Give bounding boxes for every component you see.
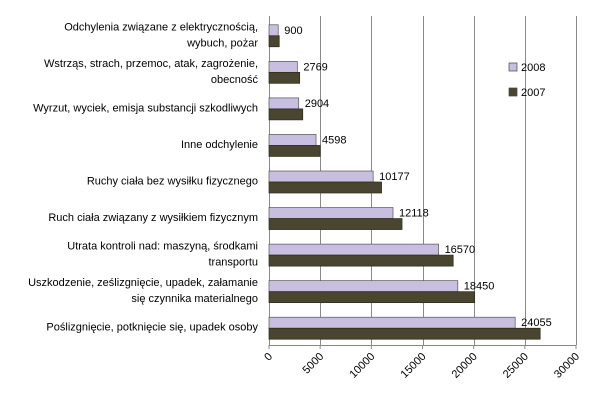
bar-2008 [268,60,298,73]
data-label: 2904 [305,98,329,110]
data-label: 10177 [379,171,410,183]
bar-2007 [268,71,301,84]
category-label: Wstrząs, strach, przemoc, atak, zagrożen… [44,58,258,70]
x-tick-label: 25000 [501,351,531,381]
bar-2007 [268,35,280,48]
category-label: wybuch, pożar [186,37,258,49]
legend-label: 2008 [521,62,545,74]
category-label: Uszkodzenie, ześlizgnięcie, upadek, zała… [28,277,258,289]
bar-2007 [268,145,321,157]
x-tick-label: 15000 [399,351,429,381]
x-tick-label: 30000 [552,351,582,381]
x-tick-label: 10000 [347,351,377,381]
bar-2007 [268,291,476,304]
category-label: Poślizgnięcie, potknięcie się, upadek os… [46,322,258,334]
x-tick-label: 0 [262,351,275,364]
bar-2007 [268,181,382,194]
bar-2008 [268,170,374,183]
category-label: obecność [211,74,259,86]
x-tick-label: 20000 [450,351,480,381]
bar-2007 [268,254,454,267]
bar-2008 [268,316,516,329]
bar-2008 [268,24,279,37]
legend-label: 2007 [521,87,545,99]
category-label: się czynnika materialnego [131,293,258,305]
bar-2008 [268,280,459,293]
category-label: Ruchy ciała bez wysiłku fizycznego [87,176,258,188]
bar-2007 [268,108,304,121]
category-label: transportu [208,257,258,269]
bar-2007 [268,218,403,230]
data-label: 900 [284,25,302,37]
legend-swatch [508,62,518,72]
data-label: 2769 [303,61,327,73]
data-label: 24055 [521,317,552,329]
data-label: 4598 [322,134,346,146]
data-label: 16570 [445,244,476,256]
bar-2008 [268,97,300,110]
data-label: 18450 [464,281,495,293]
bar-2008 [268,243,439,256]
data-label: 12118 [399,208,429,220]
bar-2007 [268,327,541,340]
bar-2008 [268,207,394,219]
category-label: Wyrzut, wyciek, emisja substancji szkodl… [33,102,258,114]
x-tick-label: 5000 [300,351,326,377]
category-label: Utrata kontroli nad: maszyną, środkami [67,241,258,253]
bar-2008 [268,134,317,146]
category-label: Inne odchylenie [181,139,258,151]
category-label: Odchylenia związane z elektrycznością, [64,21,258,33]
category-label: Ruch ciała związany z wysiłkiem fizyczny… [48,212,258,224]
legend-swatch [508,87,518,97]
